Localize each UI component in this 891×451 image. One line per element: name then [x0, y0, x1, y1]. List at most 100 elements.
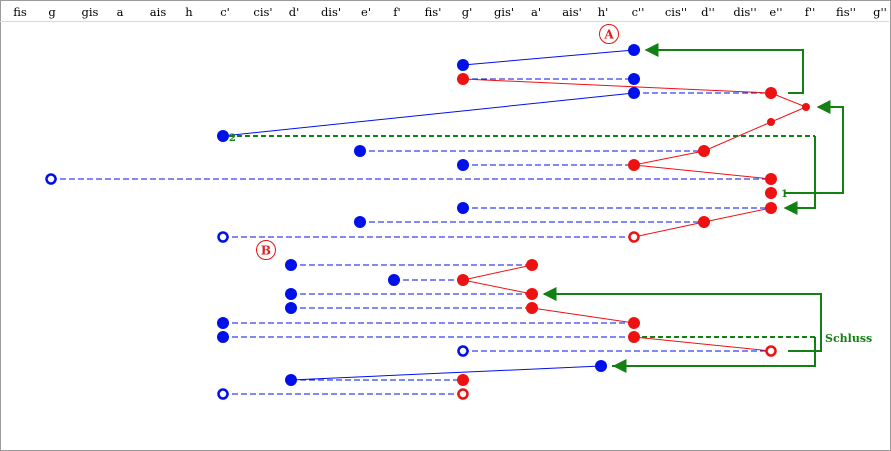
note-dot	[628, 44, 640, 56]
note-label: a	[117, 5, 124, 19]
note-dot	[628, 331, 640, 343]
note-dot	[765, 202, 777, 214]
note-label: d''	[701, 5, 715, 19]
label-two: 2	[229, 133, 236, 144]
marker-label: A	[603, 28, 614, 42]
header-rule	[0, 21, 889, 22]
note-dot	[765, 87, 777, 99]
note-label: g	[48, 5, 56, 19]
note-label: e'	[361, 5, 371, 19]
note-label: dis''	[733, 5, 756, 19]
note-label: fis'	[425, 5, 442, 19]
note-dot	[765, 173, 777, 185]
note-dot	[354, 216, 366, 228]
note-label: a'	[531, 5, 541, 19]
note-label: gis'	[494, 5, 514, 19]
blue-solid-lines	[222, 49, 635, 381]
note-ring	[217, 388, 229, 400]
note-dot	[767, 118, 775, 126]
note-dot	[526, 288, 538, 300]
note-dot	[285, 288, 297, 300]
note-dot	[388, 274, 400, 286]
label-one: 1	[781, 189, 788, 200]
note-ring	[765, 345, 777, 357]
note-label: dis'	[321, 5, 341, 19]
note-dot	[457, 274, 469, 286]
note-dot	[457, 73, 469, 85]
red-voice-line	[531, 307, 635, 324]
note-dot	[628, 73, 640, 85]
note-dot	[526, 259, 538, 271]
marker-label: B	[261, 244, 271, 258]
note-label: c''	[632, 5, 645, 19]
note-dot	[698, 216, 710, 228]
note-label: cis''	[665, 5, 687, 19]
note-ring	[628, 231, 640, 243]
note-label: ais	[150, 5, 167, 19]
note-label: d'	[289, 5, 300, 19]
green-arrow-2	[783, 136, 816, 215]
note-label: ais'	[562, 5, 582, 19]
note-dot	[217, 317, 229, 329]
note-dot	[285, 302, 297, 314]
note-ring	[457, 345, 469, 357]
green-dashed-lines	[229, 135, 815, 367]
note-dot	[802, 103, 810, 111]
note-dot	[765, 187, 777, 199]
note-label: g''	[873, 5, 887, 19]
note-dot	[628, 317, 640, 329]
solid-line	[222, 92, 635, 137]
note-dot	[457, 59, 469, 71]
green-arrow-schluss	[542, 287, 822, 352]
marker-circle	[599, 24, 619, 44]
note-label: h'	[598, 5, 609, 19]
note-label: h	[185, 5, 193, 19]
note-ring	[217, 231, 229, 243]
green-arrows	[542, 43, 844, 373]
green-arrow-return	[612, 337, 816, 373]
note-dot	[285, 374, 297, 386]
marker-a: A	[599, 24, 619, 44]
blue-hollow-notes	[45, 173, 469, 400]
note-dot	[595, 360, 607, 372]
red-voice-line	[462, 264, 533, 295]
label-schluss: Schluss	[825, 332, 872, 345]
note-axis: fis g gis a ais h c' cis' d' dis' e' f' …	[13, 5, 887, 19]
solid-line	[290, 365, 602, 381]
note-label: g'	[462, 5, 473, 19]
green-arrow-1	[784, 100, 844, 194]
note-label: fis''	[836, 5, 856, 19]
note-dot	[217, 331, 229, 343]
note-label: gis	[82, 5, 99, 19]
red-voice-line	[633, 336, 772, 352]
note-dot	[217, 130, 229, 142]
note-label: cis'	[253, 5, 272, 19]
blue-notes	[217, 44, 640, 386]
note-dot	[457, 202, 469, 214]
solid-line	[462, 49, 635, 66]
note-label: c'	[220, 5, 230, 19]
note-dot	[628, 87, 640, 99]
blue-dashed-lines	[51, 78, 771, 395]
red-voice-lines	[462, 78, 808, 352]
note-dot	[457, 374, 469, 386]
note-dot	[457, 159, 469, 171]
green-arrow-a	[644, 43, 804, 94]
note-label: e''	[769, 5, 782, 19]
note-dot	[698, 145, 710, 157]
note-dot	[285, 259, 297, 271]
marker-b: B	[256, 240, 276, 260]
note-ring	[45, 173, 57, 185]
red-hollow-notes	[457, 231, 777, 400]
note-dot	[354, 145, 366, 157]
note-ring	[457, 388, 469, 400]
note-label: f'	[393, 5, 400, 19]
note-dot	[628, 159, 640, 171]
marker-circle	[256, 240, 276, 260]
note-dot	[526, 302, 538, 314]
note-label: fis	[13, 5, 27, 19]
red-notes	[457, 73, 810, 386]
note-label: f''	[805, 5, 816, 19]
